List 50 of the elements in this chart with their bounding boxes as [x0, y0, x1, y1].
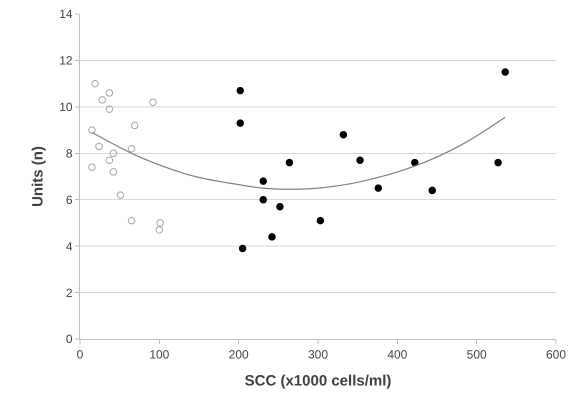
y-tick-label: 8 — [66, 146, 73, 160]
x-tick-label: 300 — [308, 347, 328, 362]
y-tick-label: 4 — [66, 239, 73, 254]
point — [130, 122, 138, 130]
point — [276, 202, 284, 210]
x-tick-label: 400 — [387, 347, 408, 362]
y-tick-label: 0 — [66, 332, 73, 346]
point — [316, 216, 324, 224]
point — [501, 68, 509, 76]
point — [128, 144, 136, 152]
point — [494, 158, 502, 166]
point — [428, 186, 436, 194]
point — [268, 233, 276, 241]
point — [106, 105, 114, 113]
x-axis-title: SCC (x1000 cells/ml) — [244, 372, 392, 390]
point — [88, 126, 96, 134]
point — [98, 96, 106, 104]
point — [286, 158, 294, 166]
point — [374, 184, 382, 192]
point — [260, 177, 268, 185]
point — [340, 130, 348, 138]
point — [91, 80, 99, 88]
x-tick-label: 500 — [466, 347, 487, 362]
x-tick-label: 0 — [76, 347, 84, 362]
point — [260, 196, 268, 204]
x-tick-label: 100 — [149, 347, 170, 362]
point — [156, 226, 164, 234]
y-axis-title: Units (n) — [29, 146, 46, 207]
point — [128, 216, 136, 224]
y-tick-label: 14 — [59, 7, 73, 22]
point — [356, 156, 364, 164]
point — [156, 219, 164, 227]
point — [116, 191, 124, 199]
point — [236, 86, 244, 94]
y-tick-label: 6 — [66, 192, 73, 207]
point — [106, 89, 114, 97]
y-tick-label: 12 — [59, 54, 73, 68]
x-tick-label: 600 — [546, 347, 566, 362]
y-tick-label: 2 — [66, 286, 73, 300]
point — [95, 142, 103, 150]
x-tick-label: 200 — [228, 347, 249, 362]
y-tick-label: 10 — [59, 100, 73, 114]
point — [110, 150, 118, 158]
point — [110, 168, 118, 176]
point — [238, 244, 246, 252]
point — [88, 163, 96, 171]
point — [149, 98, 157, 106]
point — [106, 156, 114, 164]
point — [236, 119, 244, 127]
point — [411, 158, 419, 166]
